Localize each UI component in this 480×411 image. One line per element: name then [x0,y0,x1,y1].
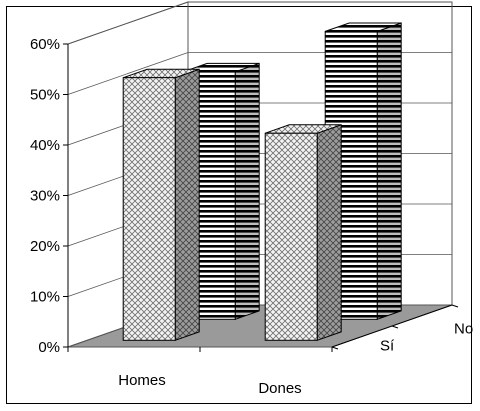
y-tick-label: 60% [30,36,60,53]
category-label: Dones [258,380,301,397]
y-tick-label: 30% [30,188,60,205]
bar-side [316,124,342,342]
depth-label: Sí [380,338,395,355]
bar-side [234,62,260,321]
category-label: Homes [118,372,166,389]
bar-side [174,68,200,342]
depth-label: No [454,321,473,338]
labels-layer: 0% 10% 20% 30% 40% 50% 60% Homes Dones Sí No [30,36,473,397]
gridline [67,1,452,45]
bar [122,68,200,342]
y-tick-label: 40% [30,137,60,154]
bar [182,62,260,321]
bar-side [376,22,402,321]
bar-front [264,132,318,341]
bars-layer [122,22,402,342]
depth-tick-mark [391,325,399,329]
bar-front [122,77,176,341]
depth-axis [331,304,453,348]
y-tick-label: 0% [38,339,60,356]
y-tick-label: 10% [30,289,60,306]
depth-tick-mark [331,346,339,350]
depth-tick-mark [451,304,459,308]
bar [264,124,342,342]
y-tick-label: 20% [30,238,60,255]
y-tick-label: 50% [30,87,60,104]
